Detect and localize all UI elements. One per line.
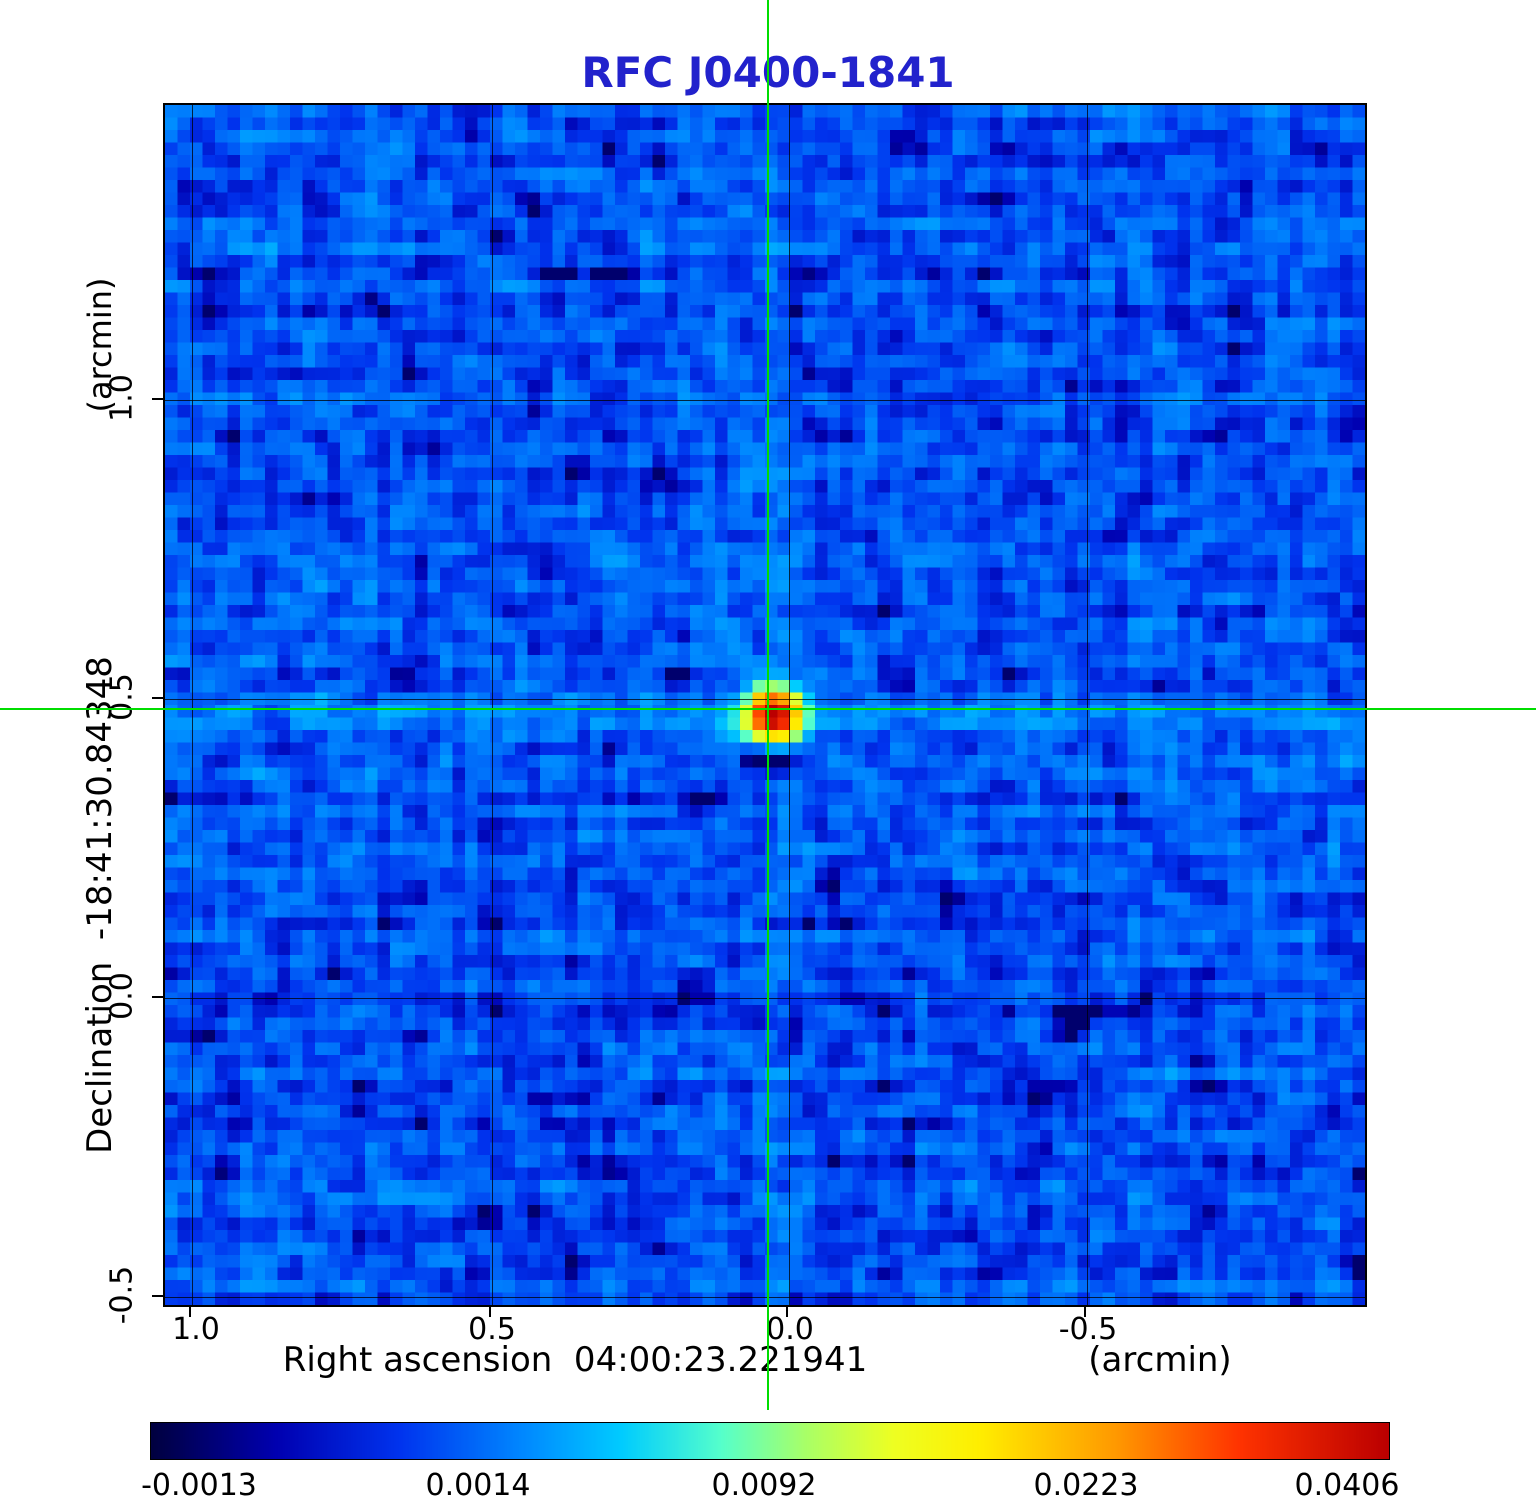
y-tick-label: 1.0 <box>104 374 140 422</box>
heatmap-plot-area <box>163 103 1367 1307</box>
tick-mark <box>786 1307 788 1317</box>
y-tick-label: -0.5 <box>104 1265 140 1325</box>
tick-mark <box>152 996 163 998</box>
y-tick-label: 0.5 <box>104 673 140 721</box>
colorbar-tick-label: 0.0092 <box>711 1468 817 1503</box>
tick-mark <box>1084 1307 1086 1317</box>
x-tick-label: 0.5 <box>468 1312 516 1347</box>
colorbar <box>150 1422 1390 1460</box>
colorbar-tick-label: -0.0013 <box>141 1468 257 1503</box>
colorbar-tick-label: 0.0014 <box>425 1468 531 1503</box>
heatmap-canvas <box>165 105 1365 1305</box>
y-tick-label: 0.0 <box>104 972 140 1020</box>
x-tick-label: 1.0 <box>172 1312 220 1347</box>
tick-mark <box>152 398 163 400</box>
gridline-x <box>789 105 790 1305</box>
tick-mark <box>152 697 163 699</box>
x-axis-label: Right ascension 04:00:23.221941 <box>282 1340 868 1380</box>
tick-mark <box>189 1307 191 1317</box>
colorbar-tick-label: 0.0406 <box>1294 1468 1400 1503</box>
crosshair-vertical-line <box>767 0 769 1410</box>
colorbar-canvas <box>151 1423 1389 1459</box>
gridline-x <box>492 105 493 1305</box>
gridline-y <box>165 699 1365 700</box>
x-axis-unit-label: (arcmin) <box>1088 1340 1232 1380</box>
gridline-y <box>165 400 1365 401</box>
gridline-x <box>1087 105 1088 1305</box>
x-tick-label: -0.5 <box>1058 1312 1118 1347</box>
tick-mark <box>152 1295 163 1297</box>
x-tick-label: 0.0 <box>766 1312 814 1347</box>
gridline-y <box>165 1297 1365 1298</box>
crosshair-horizontal-line <box>0 708 1536 710</box>
y-axis-label: Declination -18:41:30.84348 <box>80 656 120 1154</box>
gridline-y <box>165 998 1365 999</box>
tick-mark <box>489 1307 491 1317</box>
gridline-x <box>192 105 193 1305</box>
colorbar-tick-label: 0.0223 <box>1033 1468 1139 1503</box>
